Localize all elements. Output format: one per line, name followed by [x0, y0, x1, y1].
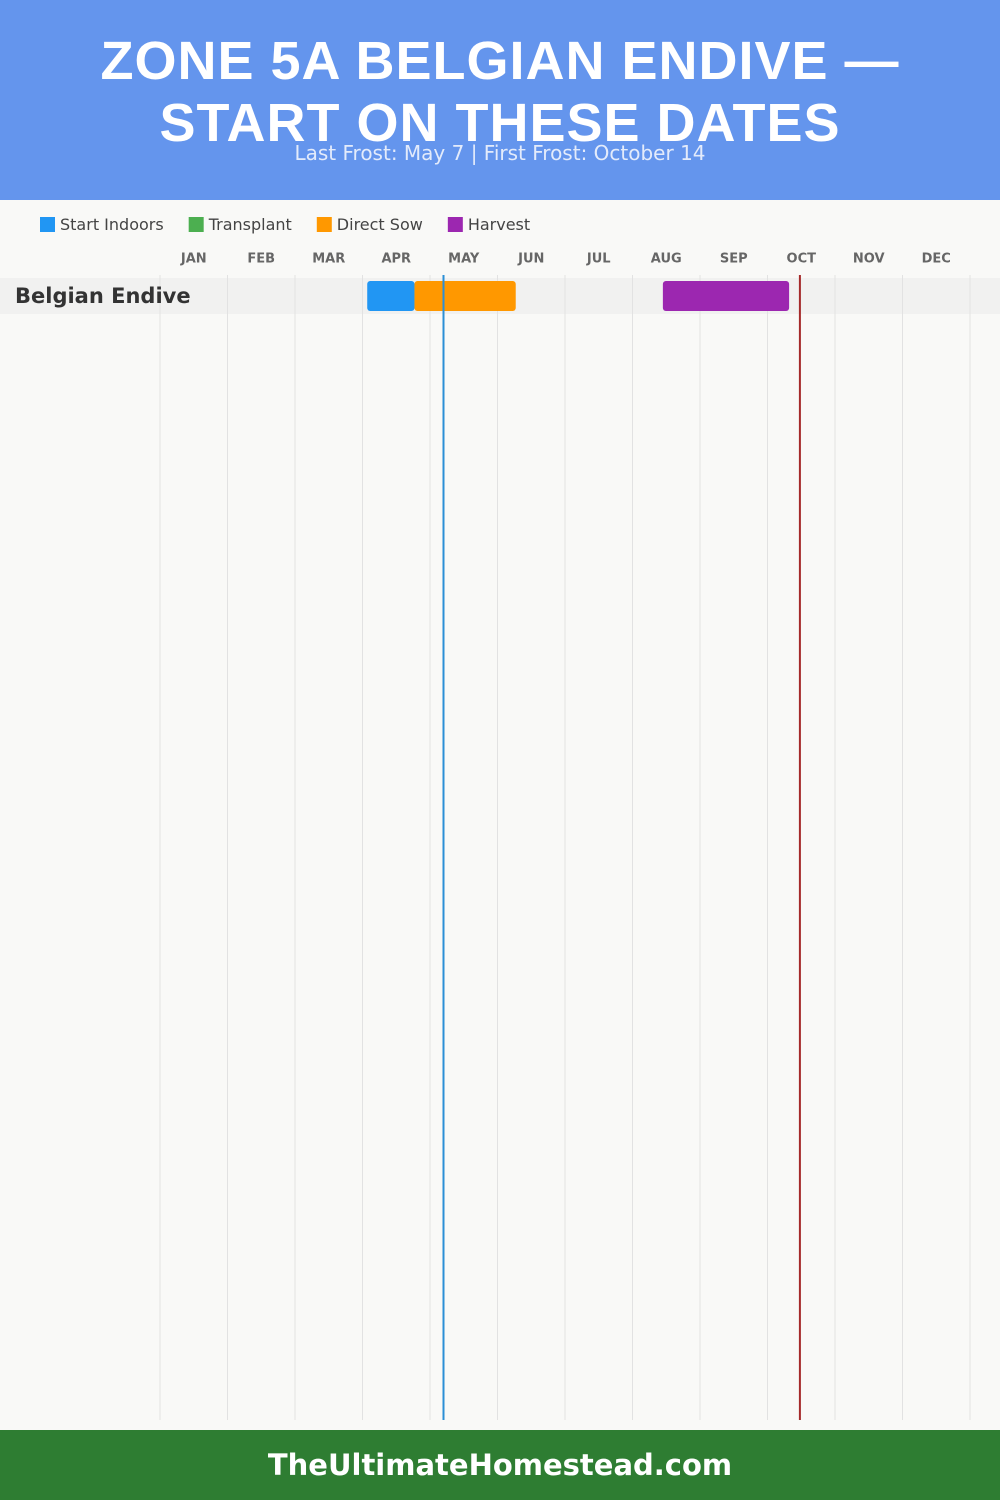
month-label: MAR — [312, 252, 345, 267]
legend-label: Direct Sow — [337, 215, 423, 234]
bar — [662, 281, 790, 311]
chart-subtitle: Last Frost: May 7 | First Frost: October… — [294, 141, 706, 165]
month-label: MAY — [448, 252, 480, 267]
bar — [414, 281, 516, 311]
month-label: JUN — [517, 252, 544, 267]
month-label: OCT — [787, 252, 817, 267]
month-label: JAN — [180, 252, 207, 267]
legend-swatch — [447, 217, 463, 232]
legend-label: Harvest — [468, 215, 530, 234]
month-label: JUL — [586, 252, 611, 267]
month-label: FEB — [247, 252, 275, 267]
chart-title: ZONE 5A BELGIAN ENDIVE — START ON THESE … — [100, 31, 900, 153]
legend-swatch — [188, 217, 204, 232]
legend-label: Start Indoors — [60, 215, 164, 234]
legend-swatch — [316, 217, 332, 232]
chart: Start Indoors Transplant Direct Sow Harvest… — [0, 215, 1000, 1420]
header: ZONE 5A BELGIAN ENDIVE — START ON THESE … — [0, 0, 1000, 200]
footer: TheUltimateHomestead.com — [0, 1430, 1000, 1500]
row-label: Belgian Endive — [15, 284, 191, 308]
month-label: NOV — [853, 252, 885, 267]
legend-label: Transplant — [208, 215, 292, 234]
month-label: AUG — [651, 252, 682, 267]
bar — [367, 281, 415, 311]
month-label: APR — [381, 252, 411, 267]
month-label: DEC — [922, 252, 951, 267]
legend-swatch — [40, 217, 55, 232]
month-label: SEP — [720, 252, 748, 267]
